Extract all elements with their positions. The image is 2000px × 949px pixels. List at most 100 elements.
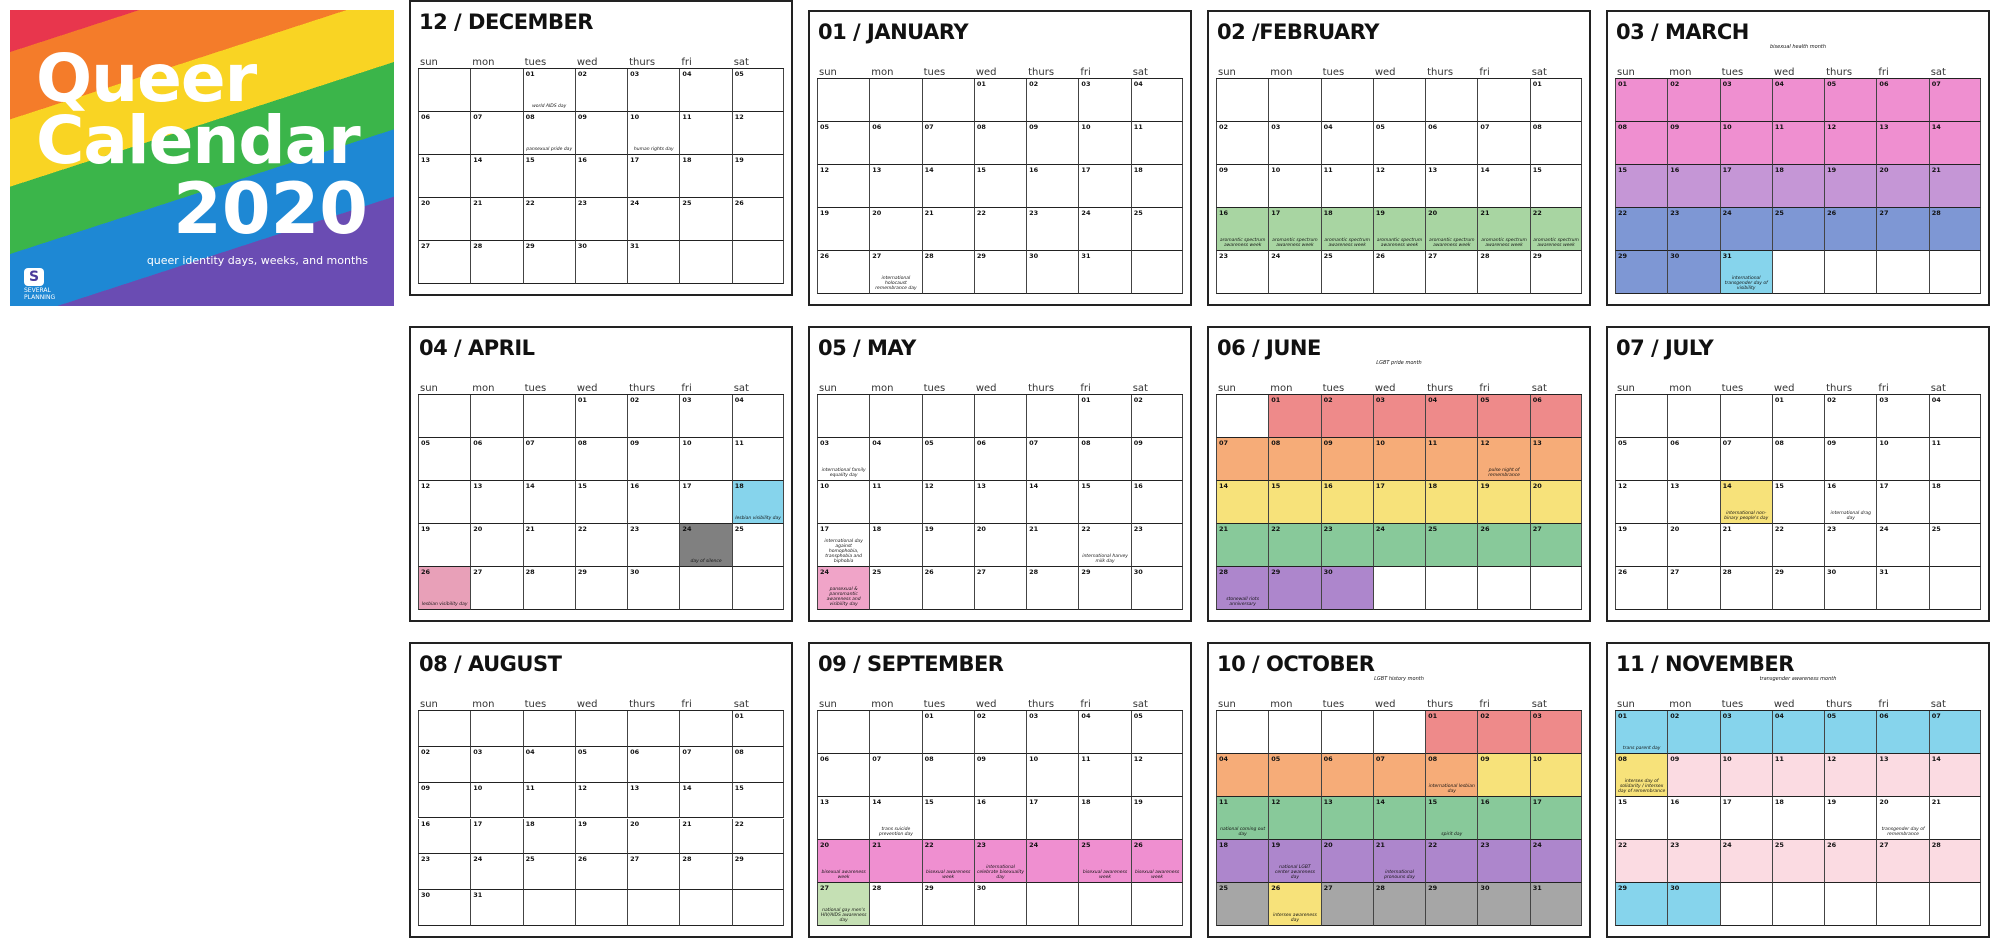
day-cell[interactable]: 13	[1320, 797, 1373, 840]
day-cell[interactable]: 10	[1372, 438, 1426, 481]
day-cell[interactable]: 13	[1425, 165, 1478, 208]
day-cell[interactable]: 02	[1216, 122, 1269, 165]
day-cell[interactable]: 08	[1771, 438, 1825, 481]
day-cell[interactable]: 13	[418, 155, 471, 198]
day-cell[interactable]: 20	[627, 818, 680, 855]
day-cell[interactable]: 08	[731, 746, 785, 783]
day-cell[interactable]: 04	[731, 395, 785, 438]
day-cell[interactable]: 03	[470, 746, 523, 783]
day-cell[interactable]: 22	[522, 198, 575, 241]
day-cell[interactable]: 25	[1771, 840, 1825, 883]
day-cell[interactable]: 04	[1078, 711, 1131, 754]
day-cell[interactable]: 29	[522, 241, 575, 284]
day-cell[interactable]: 07	[1477, 122, 1530, 165]
day-cell[interactable]	[1719, 883, 1772, 926]
day-cell[interactable]: 09	[973, 754, 1027, 797]
day-cell[interactable]: 29	[731, 854, 785, 891]
day-cell[interactable]: 12	[1268, 797, 1321, 840]
day-cell[interactable]: 05	[731, 69, 785, 112]
day-cell[interactable]: 25	[1425, 524, 1478, 567]
day-cell[interactable]: 30	[1320, 567, 1373, 610]
day-cell[interactable]: 03	[679, 395, 732, 438]
day-cell[interactable]: 21	[1928, 797, 1982, 840]
day-cell[interactable]: 28	[1477, 251, 1530, 294]
day-cell[interactable]: 06	[1320, 754, 1373, 797]
day-cell[interactable]: 29	[1771, 567, 1825, 610]
day-cell[interactable]: 14	[921, 165, 974, 208]
day-cell[interactable]: 09	[627, 438, 680, 481]
day-cell[interactable]: 19	[817, 208, 870, 251]
day-cell[interactable]: 08	[1615, 122, 1668, 165]
day-cell[interactable]: 12	[574, 782, 628, 819]
day-cell[interactable]	[817, 711, 870, 754]
day-cell[interactable]: 19	[1130, 797, 1184, 840]
day-cell[interactable]: 18	[1216, 840, 1269, 883]
day-cell[interactable]: 02	[1667, 711, 1720, 754]
day-cell[interactable]: 07	[921, 122, 974, 165]
day-cell[interactable]	[1268, 711, 1321, 754]
day-cell[interactable]: 24	[1529, 840, 1583, 883]
day-cell[interactable]: 07	[679, 746, 732, 783]
day-cell[interactable]: 26	[1824, 840, 1877, 883]
day-cell[interactable]: 20 transgender day of remembrance	[1876, 797, 1929, 840]
day-cell[interactable]: 18	[869, 524, 922, 567]
day-cell[interactable]	[574, 890, 628, 926]
day-cell[interactable]: 19 aromantic spectrum awareness week	[1372, 208, 1426, 251]
day-cell[interactable]: 10	[817, 481, 870, 524]
day-cell[interactable]: 20	[1320, 840, 1373, 883]
day-cell[interactable]: 12	[921, 481, 974, 524]
day-cell[interactable]: 08 international lesbian day	[1425, 754, 1478, 797]
day-cell[interactable]: 11 national coming out day	[1216, 797, 1269, 840]
day-cell[interactable]: 29	[1529, 251, 1583, 294]
day-cell[interactable]: 10 human rights day	[627, 112, 680, 155]
day-cell[interactable]: 07	[1372, 754, 1426, 797]
day-cell[interactable]	[627, 711, 680, 747]
day-cell[interactable]: 17 international day against homophobia, …	[817, 524, 870, 567]
day-cell[interactable]: 25	[1928, 524, 1982, 567]
day-cell[interactable]: 14 trans suicide prevention day	[869, 797, 922, 840]
day-cell[interactable]: 20 bisexual awareness week	[817, 840, 870, 883]
day-cell[interactable]: 13	[973, 481, 1027, 524]
day-cell[interactable]: 08	[921, 754, 974, 797]
day-cell[interactable]: 01	[1529, 79, 1583, 122]
day-cell[interactable]: 20	[1667, 524, 1720, 567]
day-cell[interactable]: 02	[627, 395, 680, 438]
day-cell[interactable]: 29	[1425, 883, 1478, 926]
day-cell[interactable]	[522, 890, 575, 926]
day-cell[interactable]: 22	[1615, 840, 1668, 883]
day-cell[interactable]	[1320, 79, 1373, 122]
day-cell[interactable]: 23	[1667, 208, 1720, 251]
day-cell[interactable]: 11	[679, 112, 732, 155]
day-cell[interactable]	[1130, 883, 1184, 926]
day-cell[interactable]: 17	[1026, 797, 1079, 840]
day-cell[interactable]	[1372, 567, 1426, 610]
day-cell[interactable]: 12 pulse night of remembrance	[1477, 438, 1530, 481]
day-cell[interactable]	[921, 395, 974, 438]
day-cell[interactable]: 10	[679, 438, 732, 481]
day-cell[interactable]	[731, 567, 785, 610]
day-cell[interactable]	[1771, 883, 1825, 926]
day-cell[interactable]: 01	[1771, 395, 1825, 438]
day-cell[interactable]: 26	[921, 567, 974, 610]
day-cell[interactable]: 21	[470, 198, 523, 241]
day-cell[interactable]: 25	[731, 524, 785, 567]
day-cell[interactable]: 30	[418, 890, 471, 926]
day-cell[interactable]: 11	[522, 782, 575, 819]
day-cell[interactable]: 21	[1928, 165, 1982, 208]
day-cell[interactable]: 22	[1425, 840, 1478, 883]
day-cell[interactable]: 10	[470, 782, 523, 819]
day-cell[interactable]	[973, 395, 1027, 438]
day-cell[interactable]: 27 international holocaust remembrance da…	[869, 251, 922, 294]
day-cell[interactable]: 08 pansexual pride day	[522, 112, 575, 155]
day-cell[interactable]: 15	[1615, 797, 1668, 840]
day-cell[interactable]: 23	[627, 524, 680, 567]
day-cell[interactable]: 13	[817, 797, 870, 840]
day-cell[interactable]	[869, 395, 922, 438]
day-cell[interactable]	[679, 567, 732, 610]
day-cell[interactable]: 22	[1771, 524, 1825, 567]
day-cell[interactable]: 07	[522, 438, 575, 481]
day-cell[interactable]: 14	[1928, 754, 1982, 797]
day-cell[interactable]: 09	[1320, 438, 1373, 481]
day-cell[interactable]	[1372, 79, 1426, 122]
day-cell[interactable]	[418, 69, 471, 112]
